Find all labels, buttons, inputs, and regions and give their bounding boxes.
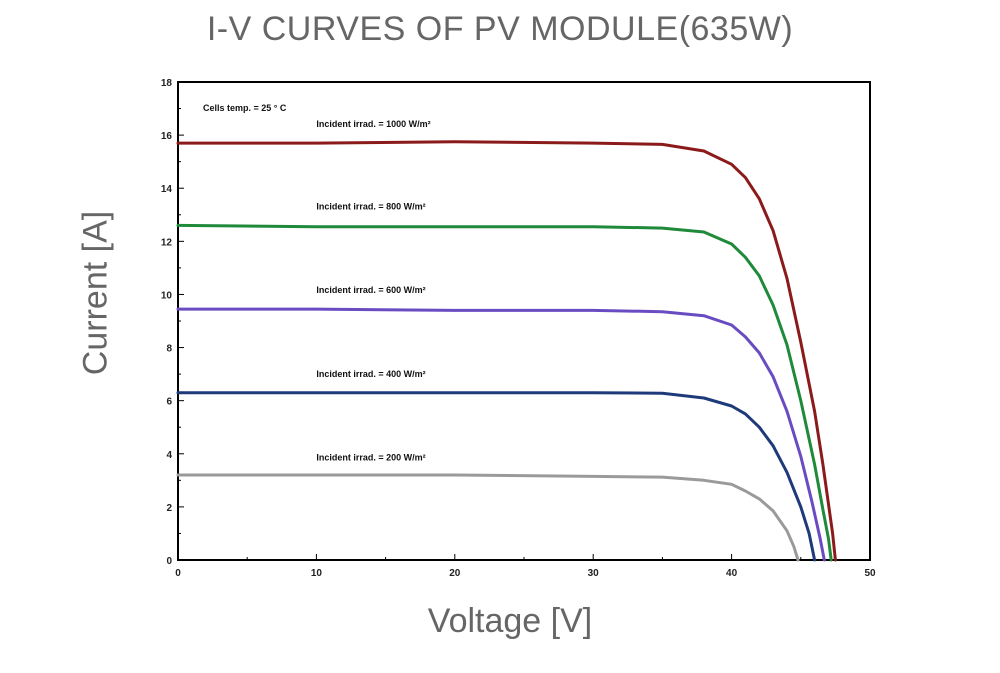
series-line	[176, 140, 837, 562]
series-line	[176, 473, 800, 562]
series-label: Incident irrad. = 400 W/m²	[316, 369, 425, 379]
y-tick-label: 6	[166, 397, 172, 408]
x-tick-label: 20	[449, 568, 461, 579]
y-tick-label: 0	[166, 556, 172, 567]
x-tick-label: 40	[726, 568, 738, 579]
series-line	[176, 223, 833, 562]
x-tick-label: 10	[311, 568, 323, 579]
series-line	[176, 307, 826, 562]
series-group: Incident irrad. = 1000 W/m²	[176, 119, 837, 562]
series-group: Incident irrad. = 200 W/m²	[176, 452, 800, 562]
series-label: Incident irrad. = 800 W/m²	[316, 201, 425, 211]
x-tick-label: 50	[864, 568, 876, 579]
y-tick-label: 14	[161, 184, 173, 195]
series-label: Incident irrad. = 600 W/m²	[316, 285, 425, 295]
series-layer: Incident irrad. = 1000 W/m² Incident irra…	[176, 119, 837, 562]
x-tick-label: 30	[588, 568, 600, 579]
cells-temp-note: Cells temp. = 25 ° C	[203, 103, 287, 113]
series-line	[176, 391, 817, 562]
y-tick-label: 2	[166, 503, 172, 514]
y-tick-label: 16	[161, 131, 173, 142]
y-tick-label: 8	[166, 344, 172, 355]
series-group: Incident irrad. = 600 W/m²	[176, 285, 826, 562]
x-axis-title: Voltage [V]	[427, 602, 593, 640]
y-tick-label: 12	[161, 237, 173, 248]
y-tick-label: 10	[161, 290, 173, 301]
y-tick-label: 4	[166, 450, 172, 461]
series-label: Incident irrad. = 1000 W/m²	[316, 119, 430, 129]
chart-title: I-V CURVES OF PV MODULE(635W)	[206, 10, 794, 48]
plot-frame	[177, 81, 871, 561]
series-group: Incident irrad. = 800 W/m²	[176, 201, 833, 562]
ticks-layer: 0 10 20 30 40 50 0 2 4 6 8 10 12 14 16 18	[161, 78, 876, 579]
x-tick-label: 0	[175, 568, 181, 579]
series-label: Incident irrad. = 200 W/m²	[316, 452, 425, 462]
y-tick-label: 18	[161, 78, 173, 89]
series-group: Incident irrad. = 400 W/m²	[176, 369, 817, 562]
